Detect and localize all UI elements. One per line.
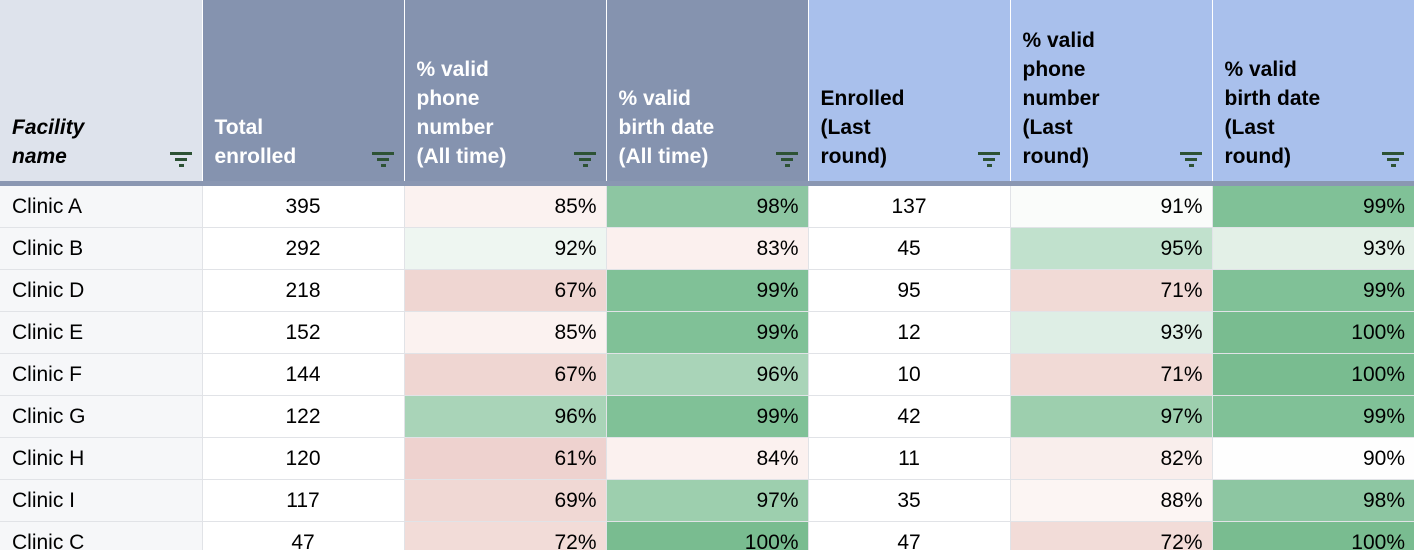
cell-phone-last-round[interactable]: 97% [1010, 395, 1213, 438]
cell-facility-name[interactable]: Clinic H [0, 437, 203, 480]
cell-total-enrolled[interactable]: 120 [202, 437, 405, 480]
column-header-phone-all-time[interactable]: % valid phone number (All time) [404, 0, 607, 186]
cell-birth-last-round[interactable]: 90% [1212, 437, 1414, 480]
filter-icon[interactable] [775, 151, 799, 168]
cell-enrolled-last-round[interactable]: 10 [808, 353, 1011, 396]
cell-birth-all-time[interactable]: 96% [606, 353, 809, 396]
cell-phone-all-time[interactable]: 96% [404, 395, 607, 438]
cell-birth-all-time[interactable]: 100% [606, 521, 809, 550]
cell-phone-last-round[interactable]: 82% [1010, 437, 1213, 480]
cell-birth-last-round[interactable]: 99% [1212, 183, 1414, 228]
cell-enrolled-last-round[interactable]: 12 [808, 311, 1011, 354]
filter-icon[interactable] [1381, 151, 1405, 168]
cell-enrolled-last-round[interactable]: 95 [808, 269, 1011, 312]
cell-total-enrolled[interactable]: 395 [202, 183, 405, 228]
column-header-label: Total enrolled [214, 116, 297, 168]
cell-total-enrolled[interactable]: 152 [202, 311, 405, 354]
cell-birth-all-time[interactable]: 98% [606, 183, 809, 228]
cell-phone-all-time[interactable]: 85% [404, 311, 607, 354]
header-row: Facility name Total enrolled % valid pho… [0, 0, 1414, 186]
cell-birth-all-time[interactable]: 83% [606, 227, 809, 270]
cell-birth-all-time[interactable]: 97% [606, 479, 809, 522]
cell-birth-last-round[interactable]: 100% [1212, 353, 1414, 396]
column-header-total-enrolled[interactable]: Total enrolled [202, 0, 405, 186]
column-header-label: Enrolled (Last round) [820, 87, 905, 168]
column-header-birth-last-round[interactable]: % valid birth date (Last round) [1212, 0, 1414, 186]
cell-total-enrolled[interactable]: 218 [202, 269, 405, 312]
column-header-enrolled-last-round[interactable]: Enrolled (Last round) [808, 0, 1011, 186]
table-row: Clinic B 292 92% 83% 45 95% 93% [0, 227, 1414, 270]
cell-facility-name[interactable]: Clinic F [0, 353, 203, 396]
cell-facility-name[interactable]: Clinic C [0, 521, 203, 550]
table-row: Clinic H 120 61% 84% 11 82% 90% [0, 437, 1414, 480]
cell-birth-last-round[interactable]: 98% [1212, 479, 1414, 522]
cell-phone-last-round[interactable]: 72% [1010, 521, 1213, 550]
table-body: Clinic A 395 85% 98% 137 91% 99% Clinic B 292 92%… [0, 183, 1414, 550]
table-row: Clinic E 152 85% 99% 12 93% 100% [0, 311, 1414, 354]
cell-phone-all-time[interactable]: 61% [404, 437, 607, 480]
cell-phone-all-time[interactable]: 67% [404, 353, 607, 396]
filter-icon[interactable] [1179, 151, 1203, 168]
cell-total-enrolled[interactable]: 117 [202, 479, 405, 522]
column-header-label: % valid phone number (All time) [416, 58, 507, 168]
cell-enrolled-last-round[interactable]: 42 [808, 395, 1011, 438]
cell-facility-name[interactable]: Clinic A [0, 183, 203, 228]
cell-total-enrolled[interactable]: 292 [202, 227, 405, 270]
cell-total-enrolled[interactable]: 122 [202, 395, 405, 438]
cell-enrolled-last-round[interactable]: 47 [808, 521, 1011, 550]
filter-icon[interactable] [977, 151, 1001, 168]
filter-icon[interactable] [371, 151, 395, 168]
cell-birth-all-time[interactable]: 99% [606, 269, 809, 312]
cell-birth-last-round[interactable]: 100% [1212, 311, 1414, 354]
cell-facility-name[interactable]: Clinic I [0, 479, 203, 522]
cell-birth-last-round[interactable]: 100% [1212, 521, 1414, 550]
table-row: Clinic A 395 85% 98% 137 91% 99% [0, 183, 1414, 228]
cell-phone-last-round[interactable]: 91% [1010, 183, 1213, 228]
cell-total-enrolled[interactable]: 144 [202, 353, 405, 396]
table-row: Clinic C 47 72% 100% 47 72% 100% [0, 521, 1414, 550]
cell-phone-last-round[interactable]: 93% [1010, 311, 1213, 354]
cell-facility-name[interactable]: Clinic G [0, 395, 203, 438]
filter-icon[interactable] [169, 151, 193, 168]
cell-birth-all-time[interactable]: 84% [606, 437, 809, 480]
column-header-birth-all-time[interactable]: % valid birth date (All time) [606, 0, 809, 186]
filter-icon[interactable] [573, 151, 597, 168]
cell-phone-all-time[interactable]: 72% [404, 521, 607, 550]
column-header-phone-last-round[interactable]: % valid phone number (Last round) [1010, 0, 1213, 186]
cell-phone-last-round[interactable]: 71% [1010, 353, 1213, 396]
column-header-label: % valid phone number (Last round) [1022, 29, 1100, 168]
table-row: Clinic I 117 69% 97% 35 88% 98% [0, 479, 1414, 522]
cell-enrolled-last-round[interactable]: 11 [808, 437, 1011, 480]
cell-birth-last-round[interactable]: 99% [1212, 395, 1414, 438]
cell-birth-last-round[interactable]: 99% [1212, 269, 1414, 312]
cell-phone-last-round[interactable]: 88% [1010, 479, 1213, 522]
cell-birth-all-time[interactable]: 99% [606, 395, 809, 438]
table-row: Clinic D 218 67% 99% 95 71% 99% [0, 269, 1414, 312]
cell-birth-last-round[interactable]: 93% [1212, 227, 1414, 270]
column-header-label: % valid birth date (All time) [618, 87, 715, 168]
column-header-label: Facility name [12, 116, 85, 168]
cell-phone-all-time[interactable]: 69% [404, 479, 607, 522]
cell-phone-all-time[interactable]: 85% [404, 183, 607, 228]
cell-enrolled-last-round[interactable]: 35 [808, 479, 1011, 522]
cell-facility-name[interactable]: Clinic D [0, 269, 203, 312]
table-row: Clinic F 144 67% 96% 10 71% 100% [0, 353, 1414, 396]
cell-facility-name[interactable]: Clinic B [0, 227, 203, 270]
cell-facility-name[interactable]: Clinic E [0, 311, 203, 354]
cell-birth-all-time[interactable]: 99% [606, 311, 809, 354]
cell-phone-last-round[interactable]: 95% [1010, 227, 1213, 270]
cell-phone-all-time[interactable]: 92% [404, 227, 607, 270]
cell-enrolled-last-round[interactable]: 45 [808, 227, 1011, 270]
column-header-facility-name[interactable]: Facility name [0, 0, 203, 186]
table-row: Clinic G 122 96% 99% 42 97% 99% [0, 395, 1414, 438]
cell-enrolled-last-round[interactable]: 137 [808, 183, 1011, 228]
column-header-label: % valid birth date (Last round) [1224, 58, 1321, 168]
cell-phone-all-time[interactable]: 67% [404, 269, 607, 312]
cell-total-enrolled[interactable]: 47 [202, 521, 405, 550]
cell-phone-last-round[interactable]: 71% [1010, 269, 1213, 312]
